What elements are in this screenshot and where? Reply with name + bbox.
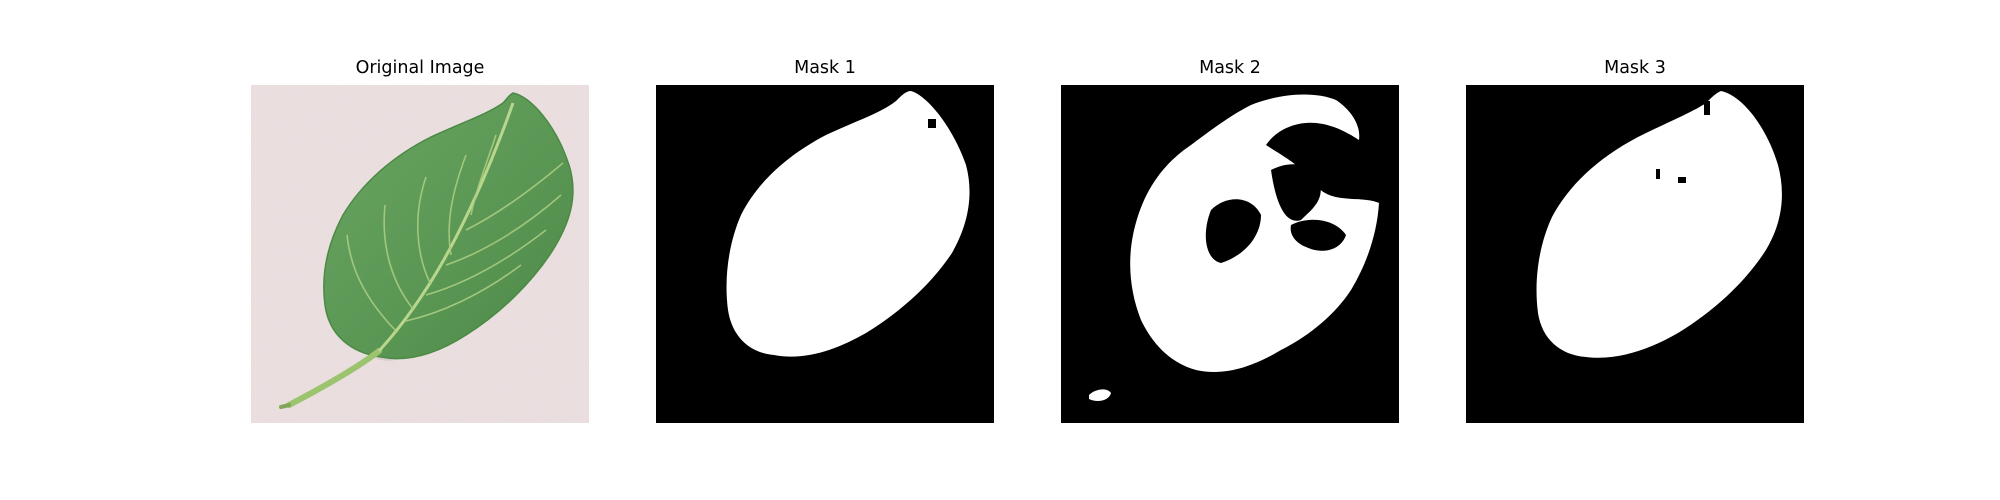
leaf-veins <box>346 134 564 332</box>
panel-title: Mask 3 <box>1604 58 1666 78</box>
panel-mask-2: Mask 2 <box>1061 55 1399 435</box>
panel-title: Original Image <box>355 58 485 78</box>
panel-original-image: Original Image <box>251 55 589 435</box>
panel-title: Mask 2 <box>1199 58 1261 78</box>
mask-3-image <box>1466 85 1804 423</box>
panel-title: Mask 1 <box>794 58 856 78</box>
leaf-blade <box>323 92 574 360</box>
leaf-photo <box>251 85 589 423</box>
leaf-stem <box>286 348 382 408</box>
mask-region <box>726 91 970 357</box>
mask-region <box>1536 91 1782 358</box>
panel-mask-3: Mask 3 <box>1466 55 1804 435</box>
leaf-midrib <box>377 102 515 353</box>
mask-2-image <box>1061 85 1399 423</box>
mask-1-image <box>656 85 994 423</box>
panel-mask-1: Mask 1 <box>656 55 994 435</box>
